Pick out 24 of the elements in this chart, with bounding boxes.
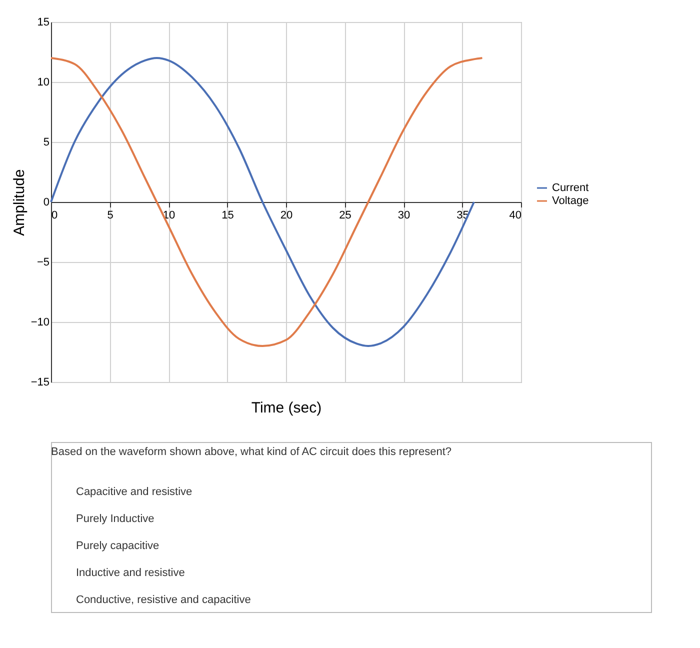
text: Purely capacitive [76,540,160,552]
legend-label: Voltage [552,195,589,207]
x-axis-title: Time (sec) [251,400,322,416]
x-tick-label: 20 [280,210,293,222]
y-tick-label: 15 [37,16,50,28]
text: Inductive and resistive [76,567,185,579]
y-tick-label: −5 [36,256,50,268]
y-tick-label: 0 [43,196,50,208]
x-tick-label: 25 [339,210,352,222]
x-tick-label: 30 [398,210,410,222]
text: Based on the waveform shown above, what kind of AC circuit does this represent? [51,446,452,458]
text: Conductive, resistive and capacitive [76,594,251,606]
y-tick-label: 5 [43,136,50,148]
legend-label: Current [552,182,589,194]
text: Capacitive and resistive [76,486,192,498]
x-tick-label: 5 [107,210,114,222]
y-tick-label: −10 [30,316,50,328]
text: Purely Inductive [76,513,154,525]
x-tick-label: 15 [222,210,234,222]
y-tick-label: 10 [37,76,50,88]
y-axis-title: Amplitude [10,169,28,236]
x-tick-label: 40 [509,210,522,222]
x-tick-label: 0 [52,210,58,222]
y-tick-label: −15 [30,376,50,388]
